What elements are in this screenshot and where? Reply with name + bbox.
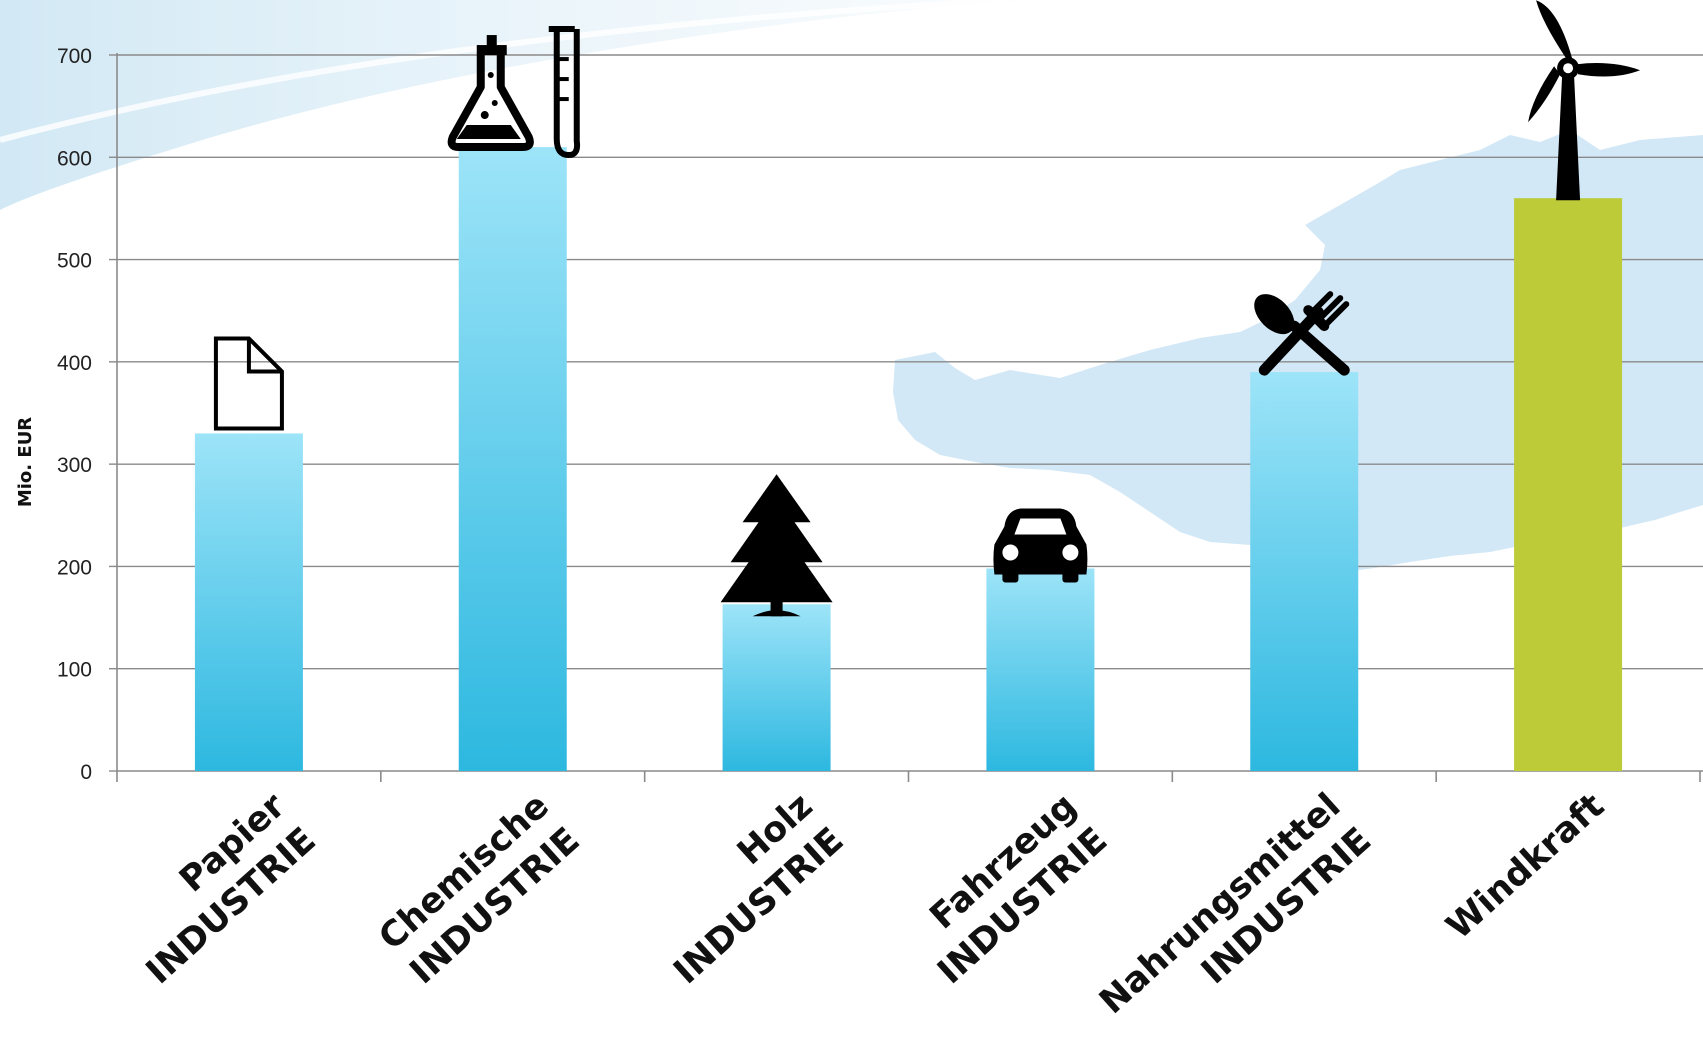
x-tick-label: Windkraft bbox=[1439, 786, 1612, 947]
austria-map-silhouette bbox=[893, 130, 1703, 573]
bar-icons bbox=[213, 0, 1641, 617]
car-icon bbox=[993, 508, 1088, 583]
wind-turbine-icon bbox=[1528, 0, 1641, 201]
svg-text:PapierINDUSTRIE: PapierINDUSTRIE bbox=[108, 785, 324, 992]
tree-icon bbox=[720, 474, 833, 617]
bar bbox=[1250, 372, 1359, 771]
bars bbox=[194, 147, 1623, 772]
y-tick-label: 600 bbox=[57, 147, 92, 170]
axes: 0 100 200 300 400 500 600 700 Mio. EUR bbox=[15, 45, 1703, 784]
y-tick-label: 0 bbox=[80, 761, 92, 784]
svg-text:FahrzeugINDUSTRIE: FahrzeugINDUSTRIE bbox=[900, 786, 1116, 992]
y-tick-label: 200 bbox=[57, 556, 92, 579]
y-tick-label: 500 bbox=[57, 250, 92, 273]
svg-text:ChemischeINDUSTRIE: ChemischeINDUSTRIE bbox=[372, 786, 588, 992]
x-tick-label: FahrzeugINDUSTRIE bbox=[900, 786, 1116, 992]
bar bbox=[986, 568, 1095, 771]
bar bbox=[1514, 198, 1623, 771]
y-tick-label: 700 bbox=[57, 45, 92, 68]
bar bbox=[194, 433, 303, 771]
chemistry-flask-icon bbox=[447, 26, 581, 159]
fork-spoon-icon bbox=[1254, 291, 1350, 376]
grid bbox=[117, 54, 1703, 670]
svg-text:HolzINDUSTRIE: HolzINDUSTRIE bbox=[636, 786, 852, 992]
x-tick-label: ChemischeINDUSTRIE bbox=[372, 786, 588, 992]
x-tick-label: HolzINDUSTRIE bbox=[636, 786, 852, 992]
paper-icon bbox=[213, 336, 284, 431]
y-tick-label: 400 bbox=[57, 352, 92, 375]
category-labels: PapierINDUSTRIE ChemischeINDUSTRIE HolzIND… bbox=[108, 785, 1612, 1053]
svg-text:NahrungsmittelINDUSTRIE: NahrungsmittelINDUSTRIE bbox=[1092, 786, 1379, 1053]
bar bbox=[458, 147, 567, 772]
x-tick-label: NahrungsmittelINDUSTRIE bbox=[1092, 786, 1379, 1053]
background-swoosh bbox=[0, 0, 1020, 210]
svg-text:Windkraft: Windkraft bbox=[1439, 786, 1612, 947]
y-tick-label: 100 bbox=[57, 659, 92, 682]
bar bbox=[722, 604, 831, 771]
y-tick-label: 300 bbox=[57, 454, 92, 477]
y-axis-label: Mio. EUR bbox=[15, 417, 36, 507]
x-tick-label: PapierINDUSTRIE bbox=[108, 785, 324, 992]
